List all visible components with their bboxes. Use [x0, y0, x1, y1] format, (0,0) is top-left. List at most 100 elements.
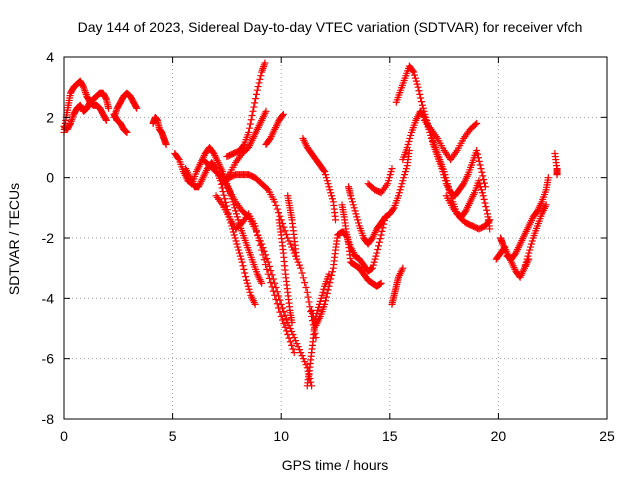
data-point — [476, 161, 484, 169]
data-point — [258, 240, 266, 248]
data-point — [284, 234, 292, 242]
data-point — [252, 90, 260, 98]
data-point — [428, 134, 436, 142]
data-point — [102, 115, 110, 123]
data-point — [297, 349, 305, 357]
data-point — [275, 292, 283, 300]
data-point — [406, 134, 414, 142]
data-point — [295, 261, 303, 269]
data-point — [273, 288, 281, 296]
data-point — [263, 265, 271, 273]
data-point — [280, 308, 288, 316]
data-point — [315, 303, 323, 311]
data-point — [525, 249, 533, 257]
data-point — [321, 168, 329, 176]
data-point — [302, 283, 310, 291]
data-point — [312, 312, 320, 320]
data-point — [477, 165, 485, 173]
data-point — [368, 264, 376, 272]
data-point — [267, 267, 275, 275]
data-point — [528, 237, 536, 245]
data-point — [261, 59, 269, 67]
data-point — [272, 283, 280, 291]
data-point — [245, 124, 253, 132]
y-tick-label: -6 — [42, 351, 55, 367]
data-point — [295, 346, 303, 354]
data-point — [370, 258, 378, 266]
data-point — [276, 212, 284, 220]
data-point — [132, 103, 140, 111]
data-point — [102, 116, 110, 124]
data-point — [276, 296, 284, 304]
data-point — [232, 237, 240, 245]
data-point — [521, 261, 529, 269]
data-point — [355, 219, 363, 227]
data-point — [231, 234, 239, 242]
data-point — [254, 83, 262, 91]
data-point — [475, 177, 483, 185]
data-point — [403, 144, 411, 151]
data-point — [245, 285, 253, 293]
data-point — [323, 177, 331, 185]
data-point — [438, 165, 446, 173]
data-point — [486, 216, 494, 224]
data-point — [299, 355, 307, 363]
y-tick-label: 2 — [46, 109, 54, 125]
data-point — [280, 320, 288, 328]
data-point — [476, 180, 484, 188]
data-point — [542, 201, 550, 209]
data-point — [474, 154, 482, 162]
data-point — [133, 104, 141, 112]
data-point — [387, 168, 395, 176]
y-axis-label: SDTVAR / TECUs — [6, 183, 22, 295]
data-point — [371, 255, 379, 263]
data-point — [255, 79, 263, 87]
data-point — [377, 231, 385, 239]
data-point — [473, 147, 481, 155]
x-axis-label: GPS time / hours — [282, 457, 389, 473]
data-point — [322, 171, 330, 179]
data-point — [353, 213, 361, 221]
x-tick-label: 15 — [382, 428, 398, 444]
data-point — [485, 217, 493, 225]
data-point — [375, 238, 383, 246]
data-point — [285, 237, 293, 245]
data-point — [348, 195, 356, 203]
data-point — [389, 205, 397, 213]
data-point — [553, 171, 561, 179]
data-point — [269, 275, 277, 283]
data-point — [413, 80, 421, 88]
data-point — [418, 98, 426, 106]
data-point — [404, 140, 412, 148]
data-point — [254, 232, 262, 240]
data-point — [399, 264, 407, 272]
data-point — [412, 77, 420, 85]
data-point — [233, 213, 241, 221]
data-point — [255, 236, 263, 244]
data-point — [271, 291, 279, 299]
data-point — [233, 240, 241, 248]
data-point — [247, 116, 255, 124]
data-point — [275, 304, 283, 312]
data-point — [397, 183, 405, 191]
data-point — [232, 210, 240, 218]
data-point — [441, 174, 449, 182]
data-point — [373, 249, 381, 257]
data-point — [79, 82, 87, 90]
data-point — [234, 243, 242, 251]
data-point — [251, 300, 259, 308]
data-point — [281, 323, 289, 331]
data-point — [268, 271, 276, 279]
data-point — [239, 262, 247, 270]
data-point — [374, 245, 382, 253]
data-point — [292, 252, 300, 260]
data-point — [440, 171, 448, 179]
data-point — [251, 222, 259, 230]
data-point — [401, 171, 409, 179]
data-point — [324, 180, 332, 188]
data-point — [396, 186, 404, 194]
data-point — [242, 273, 250, 281]
data-point — [289, 345, 297, 353]
data-point — [523, 255, 531, 263]
data-point — [235, 246, 243, 254]
